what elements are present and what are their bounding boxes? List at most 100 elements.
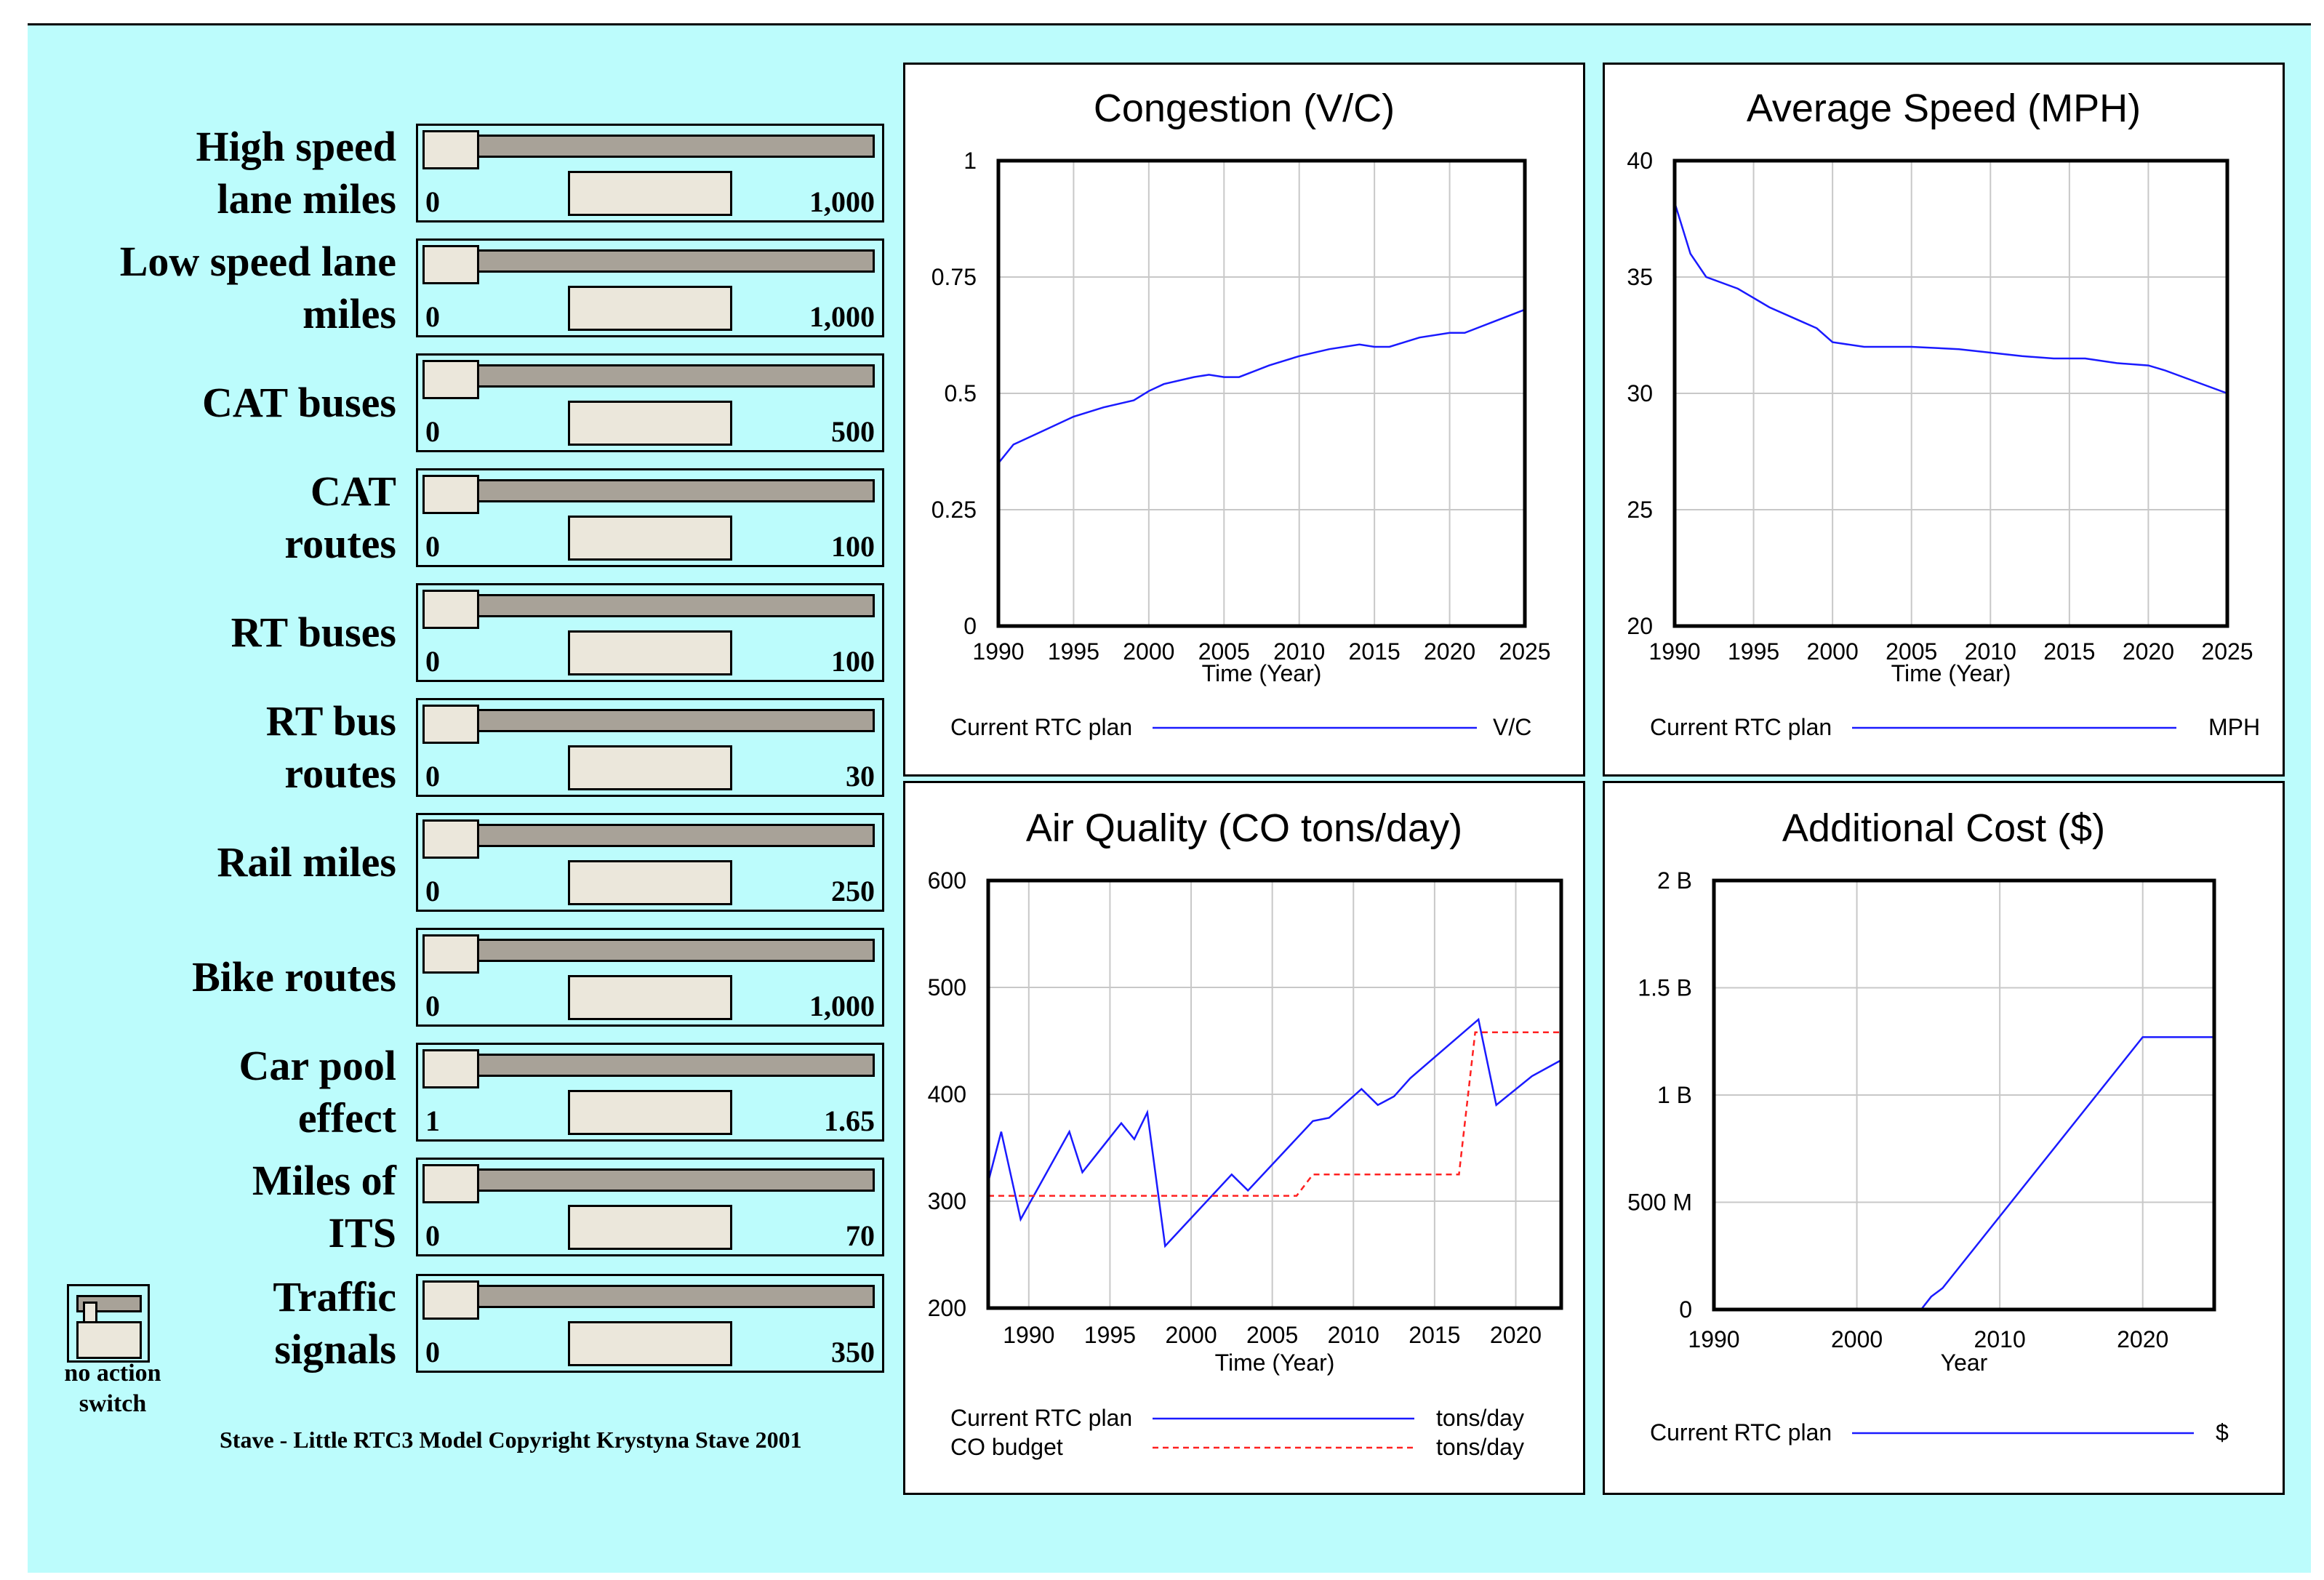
legend-unit: MPH <box>2208 714 2260 740</box>
x-tick-label: 1995 <box>1048 638 1099 665</box>
slider-control[interactable]: 0 350 <box>416 1274 884 1373</box>
chart-title: Average Speed (MPH) <box>1747 87 2141 130</box>
y-tick-label: 2 B <box>1657 867 1692 894</box>
x-tick-label: 1990 <box>972 638 1024 665</box>
slider-value-box[interactable] <box>568 630 732 675</box>
slider-control[interactable]: 0 1,000 <box>416 238 884 337</box>
slider-thumb[interactable] <box>422 245 479 284</box>
slider-track[interactable] <box>425 939 875 962</box>
chart-panel-additional-cost: Additional Cost ($) 1990 2000 2010 2020 0 500 … <box>1603 781 2285 1495</box>
x-tick-label: 2000 <box>1807 638 1859 665</box>
slider-thumb[interactable] <box>422 1280 479 1320</box>
legend-unit: V/C <box>1493 714 1531 740</box>
slider-max-value: 1,000 <box>809 300 875 333</box>
slider-control[interactable]: 0 70 <box>416 1158 884 1256</box>
chart-panel-congestion: Congestion (V/C) 1990 1995 2000 2005 2010 2015… <box>903 63 1585 777</box>
x-tick-label: 2005 <box>1198 638 1250 665</box>
slider-value-box[interactable] <box>568 286 732 331</box>
x-tick-label: 2020 <box>2117 1326 2168 1352</box>
slider-min-value: 0 <box>425 185 440 218</box>
control-label: RT buses <box>231 609 396 656</box>
slider-track[interactable] <box>425 1168 875 1192</box>
slider-min-value: 0 <box>425 415 440 448</box>
y-tick-label: 1 B <box>1657 1082 1692 1108</box>
slider-track[interactable] <box>425 479 875 502</box>
slider-thumb[interactable] <box>422 475 479 514</box>
slider-track[interactable] <box>425 709 875 732</box>
chart-svg: Air Quality (CO tons/day) 1990 1995 2000 200… <box>928 806 1563 1460</box>
plot-area-frame <box>996 159 1527 628</box>
control-label: Car pool effect <box>239 1042 396 1142</box>
x-tick-label: 1995 <box>1728 638 1779 665</box>
slider-thumb[interactable] <box>422 590 479 629</box>
slider-value-box[interactable] <box>568 975 732 1020</box>
slider-track[interactable] <box>425 364 875 388</box>
slider-thumb[interactable] <box>422 705 479 744</box>
slider-max-value: 500 <box>831 415 875 448</box>
y-tick-label: 600 <box>928 867 966 894</box>
slider-control[interactable]: 0 500 <box>416 353 884 452</box>
x-tick-label: 2000 <box>1831 1326 1883 1352</box>
control-label: RT bus routes <box>265 697 396 797</box>
y-tick-label: 40 <box>1627 148 1653 174</box>
switch-track[interactable] <box>76 1295 142 1328</box>
slider-value-box[interactable] <box>568 516 732 561</box>
slider-max-value: 350 <box>831 1336 875 1368</box>
series-line <box>998 308 1526 464</box>
legend-unit: $ <box>2216 1419 2229 1445</box>
slider-value-box[interactable] <box>568 1321 732 1366</box>
x-tick-label: 1990 <box>1003 1322 1054 1348</box>
x-tick-label: 2025 <box>2201 638 2253 665</box>
top-border-line <box>28 23 2311 25</box>
slider-control[interactable]: 0 1,000 <box>416 928 884 1027</box>
switch-label: no action switch <box>64 1360 161 1417</box>
slider-value-box[interactable] <box>568 171 732 216</box>
slider-max-value: 70 <box>846 1219 875 1252</box>
x-tick-label: 2005 <box>1886 638 1937 665</box>
slider-control[interactable]: 0 100 <box>416 583 884 682</box>
y-tick-label: 0.5 <box>945 380 977 406</box>
slider-value-box[interactable] <box>568 745 732 790</box>
slider-control[interactable]: 1 1.65 <box>416 1043 884 1142</box>
slider-value-box[interactable] <box>568 860 732 905</box>
slider-thumb[interactable] <box>422 1164 479 1203</box>
control-label: CAT routes <box>284 468 396 567</box>
slider-track[interactable] <box>425 594 875 617</box>
slider-value-box[interactable] <box>568 1205 732 1250</box>
x-tick-label: 2020 <box>2123 638 2174 665</box>
legend-series-name: Current RTC plan <box>1650 1419 1832 1445</box>
x-tick-label: 1995 <box>1084 1322 1136 1348</box>
slider-track[interactable] <box>425 135 875 158</box>
slider-control[interactable]: 0 1,000 <box>416 124 884 222</box>
chart-svg: Congestion (V/C) 1990 1995 2000 2005 2010 2015… <box>931 87 1551 740</box>
slider-min-value: 0 <box>425 645 440 678</box>
slider-thumb[interactable] <box>422 130 479 169</box>
chart-svg: Additional Cost ($) 1990 2000 2010 2020 0 500 … <box>1627 806 2229 1445</box>
slider-control[interactable]: 0 100 <box>416 468 884 567</box>
slider-track[interactable] <box>425 824 875 847</box>
no-action-switch[interactable] <box>67 1284 150 1363</box>
slider-max-value: 100 <box>831 645 875 678</box>
legend-series-name: Current RTC plan <box>950 714 1132 740</box>
slider-value-box[interactable] <box>568 401 732 446</box>
slider-min-value: 0 <box>425 760 440 793</box>
slider-thumb[interactable] <box>422 934 479 974</box>
y-tick-label: 500 M <box>1627 1190 1692 1216</box>
x-tick-label: 2000 <box>1123 638 1174 665</box>
slider-min-value: 0 <box>425 1336 440 1368</box>
x-tick-label: 1990 <box>1688 1326 1739 1352</box>
slider-max-value: 30 <box>846 760 875 793</box>
slider-control[interactable]: 0 250 <box>416 813 884 912</box>
chart-svg: Average Speed (MPH) 1990 1995 2000 2005 2010 2… <box>1627 87 2260 740</box>
chart-title: Air Quality (CO tons/day) <box>1026 806 1462 850</box>
slider-track[interactable] <box>425 249 875 273</box>
slider-thumb[interactable] <box>422 360 479 399</box>
slider-thumb[interactable] <box>422 1049 479 1088</box>
slider-thumb[interactable] <box>422 819 479 859</box>
slider-value-box[interactable] <box>568 1090 732 1135</box>
slider-track[interactable] <box>425 1054 875 1077</box>
series-line <box>987 1017 1562 1248</box>
x-tick-label: 2020 <box>1490 1322 1542 1348</box>
slider-track[interactable] <box>425 1285 875 1308</box>
slider-control[interactable]: 0 30 <box>416 698 884 797</box>
